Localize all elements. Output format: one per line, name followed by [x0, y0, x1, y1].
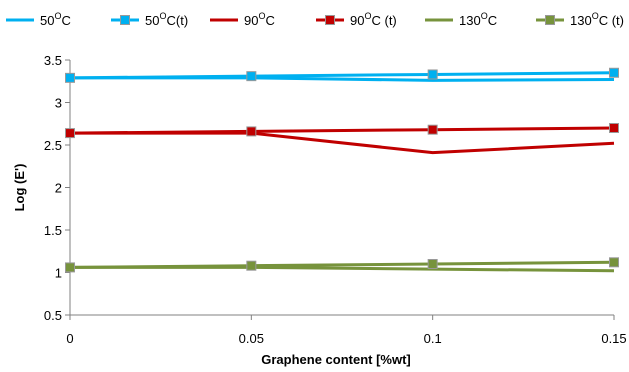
- series-line: [70, 131, 615, 155]
- series-line: [69, 71, 615, 80]
- data-point: [427, 259, 438, 269]
- series-line: [69, 260, 615, 269]
- legend-item-5: 130OC (t): [536, 11, 624, 28]
- legend-label: 90OC (t): [350, 11, 397, 28]
- series-5: [65, 257, 619, 273]
- legend-swatch-marker: [325, 15, 335, 25]
- x-tick-label: 0.15: [601, 331, 626, 346]
- data-point: [246, 126, 257, 137]
- legend-label: 50OC: [40, 11, 71, 28]
- axes: [69, 60, 614, 316]
- y-tick-label: 2.5: [44, 138, 62, 153]
- legend-item-4: 130OC: [425, 11, 497, 28]
- y-tick-label: 3: [55, 96, 62, 111]
- y-tick-label: 1: [55, 266, 62, 281]
- x-tick-label: 0.1: [424, 331, 442, 346]
- x-tick-label: 0: [66, 331, 73, 346]
- legend-item-1: 50OC(t): [111, 11, 188, 28]
- y-tick-label: 2: [55, 181, 62, 196]
- data-point: [65, 128, 75, 139]
- legend-item-0: 50OC: [6, 11, 71, 28]
- y-tick-label: 3.5: [44, 53, 62, 68]
- series-line: [69, 126, 615, 135]
- x-tick-label: 0.05: [239, 331, 264, 346]
- y-tick-label: 1.5: [44, 223, 62, 238]
- legend-label: 130OC (t): [570, 11, 624, 28]
- data-point: [65, 72, 75, 83]
- y-tick-labels: 0.5 1 1.5 2 2.5 3 3.5: [44, 53, 70, 323]
- legend-item-2: 90OC: [210, 11, 275, 28]
- legend-swatch-marker: [545, 15, 555, 25]
- y-axis-title: Log (E'): [12, 164, 27, 212]
- legend-label: 130OC: [459, 11, 497, 28]
- data-point: [609, 123, 619, 133]
- legend: 50OC 50OC(t) 90OC 90OC (t) 130OC 130OC (t): [6, 11, 624, 28]
- series-3: [65, 123, 619, 139]
- data-point: [65, 262, 75, 273]
- x-tick-labels: 0 0.05 0.1 0.15: [66, 315, 627, 346]
- data-point: [609, 257, 619, 268]
- data-point: [246, 71, 257, 82]
- data-point: [427, 69, 438, 80]
- legend-label: 90OC: [244, 11, 275, 28]
- series-2: [70, 131, 615, 155]
- plot-area: [65, 67, 619, 273]
- series-1: [65, 67, 619, 83]
- x-axis-title: Graphene content [%wt]: [261, 352, 411, 367]
- legend-item-3: 90OC (t): [316, 11, 397, 28]
- legend-label: 50OC(t): [145, 11, 188, 28]
- data-point: [609, 67, 619, 78]
- legend-swatch-marker: [120, 15, 130, 25]
- data-point: [427, 124, 438, 135]
- data-point: [246, 260, 257, 271]
- y-tick-label: 0.5: [44, 308, 62, 323]
